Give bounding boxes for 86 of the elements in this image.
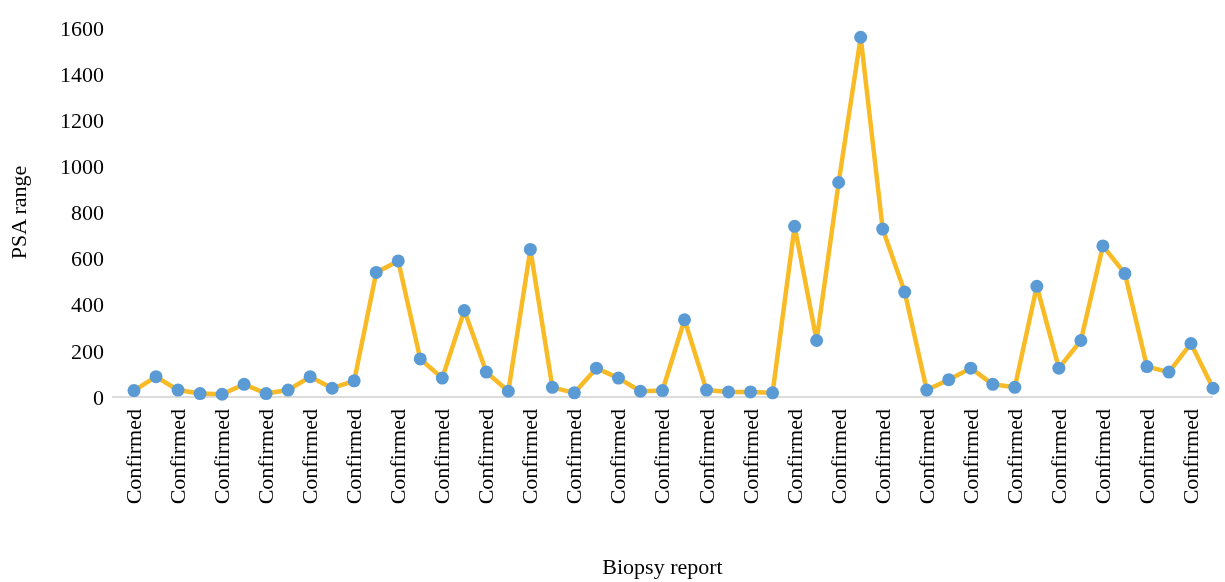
point: [149, 370, 163, 384]
y-tick-label: 1400: [60, 61, 104, 87]
x-tick-label: Confirmed: [1001, 409, 1027, 505]
point: [832, 176, 846, 190]
point: [920, 383, 934, 397]
point: [127, 384, 141, 398]
point: [1118, 267, 1132, 281]
point: [854, 30, 868, 44]
point: [413, 352, 427, 366]
point: [523, 242, 537, 256]
x-tick-label: Confirmed: [605, 409, 631, 505]
x-tick-label: Confirmed: [253, 409, 279, 505]
x-tick-label: Confirmed: [1045, 409, 1071, 505]
point: [1052, 361, 1066, 375]
point: [1030, 279, 1044, 293]
point: [1162, 365, 1176, 379]
point: [655, 384, 669, 398]
y-axis-title: PSA range: [6, 165, 31, 260]
point: [1096, 239, 1110, 253]
point: [369, 265, 383, 279]
x-tick-label: Confirmed: [165, 409, 191, 505]
x-tick-label: Confirmed: [781, 409, 807, 505]
x-tick-label: Confirmed: [121, 409, 146, 505]
y-tick-label: 800: [71, 200, 104, 226]
point: [1008, 380, 1022, 394]
point: [545, 380, 559, 394]
point: [1140, 360, 1154, 374]
x-tick-label: Confirmed: [1177, 409, 1203, 505]
point: [810, 334, 824, 347]
x-tick-label: Confirmed: [341, 409, 367, 505]
y-tick-label: 200: [71, 338, 104, 364]
point: [479, 365, 493, 379]
y-tick-label: 1000: [60, 154, 104, 180]
x-tick-label: Confirmed: [913, 409, 939, 505]
point: [193, 387, 207, 401]
point: [435, 371, 449, 385]
point: [942, 373, 956, 387]
point: [303, 370, 317, 384]
y-tick-label: 1200: [60, 107, 104, 133]
x-tick-label: Confirmed: [297, 409, 323, 505]
y-tick-label: 0: [93, 384, 104, 410]
point: [391, 254, 405, 268]
y-tick-label: 600: [71, 246, 104, 272]
point: [876, 222, 890, 236]
point: [744, 385, 758, 399]
point: [611, 371, 625, 385]
point: [347, 374, 361, 388]
point: [700, 383, 714, 397]
x-tick-label: Confirmed: [1133, 409, 1159, 505]
x-tick-label: Confirmed: [693, 409, 719, 505]
point: [501, 384, 515, 398]
x-tick-label: Confirmed: [649, 409, 675, 505]
point: [964, 361, 978, 375]
point: [722, 385, 736, 399]
x-tick-label: Confirmed: [429, 409, 455, 505]
point: [1074, 334, 1088, 347]
x-tick-label: Confirmed: [517, 409, 543, 505]
x-tick-label: Confirmed: [737, 409, 763, 505]
point: [788, 219, 802, 233]
x-axis-title: Biopsy report: [602, 554, 723, 579]
y-tick-label: 1600: [60, 15, 104, 41]
point: [898, 285, 912, 299]
point: [457, 304, 471, 318]
point: [237, 377, 251, 391]
y-tick-label: 400: [71, 292, 104, 318]
x-tick-label: Confirmed: [1089, 409, 1115, 505]
point: [259, 387, 273, 401]
point: [1206, 381, 1220, 395]
point: [1184, 337, 1198, 350]
point: [325, 381, 339, 395]
point: [678, 313, 692, 327]
x-tick-label: Confirmed: [561, 409, 587, 505]
point: [215, 387, 229, 401]
x-tick-label: Confirmed: [385, 409, 411, 505]
x-tick-label: Confirmed: [869, 409, 895, 505]
point: [766, 386, 780, 400]
x-tick-label: Confirmed: [957, 409, 983, 505]
point: [567, 386, 581, 400]
x-tick-label: Confirmed: [473, 409, 499, 505]
x-tick-label: Confirmed: [209, 409, 235, 505]
point: [633, 384, 647, 398]
point: [589, 361, 603, 375]
point: [171, 383, 185, 397]
point: [986, 377, 1000, 391]
x-tick-label: Confirmed: [825, 409, 851, 505]
point: [281, 383, 295, 397]
